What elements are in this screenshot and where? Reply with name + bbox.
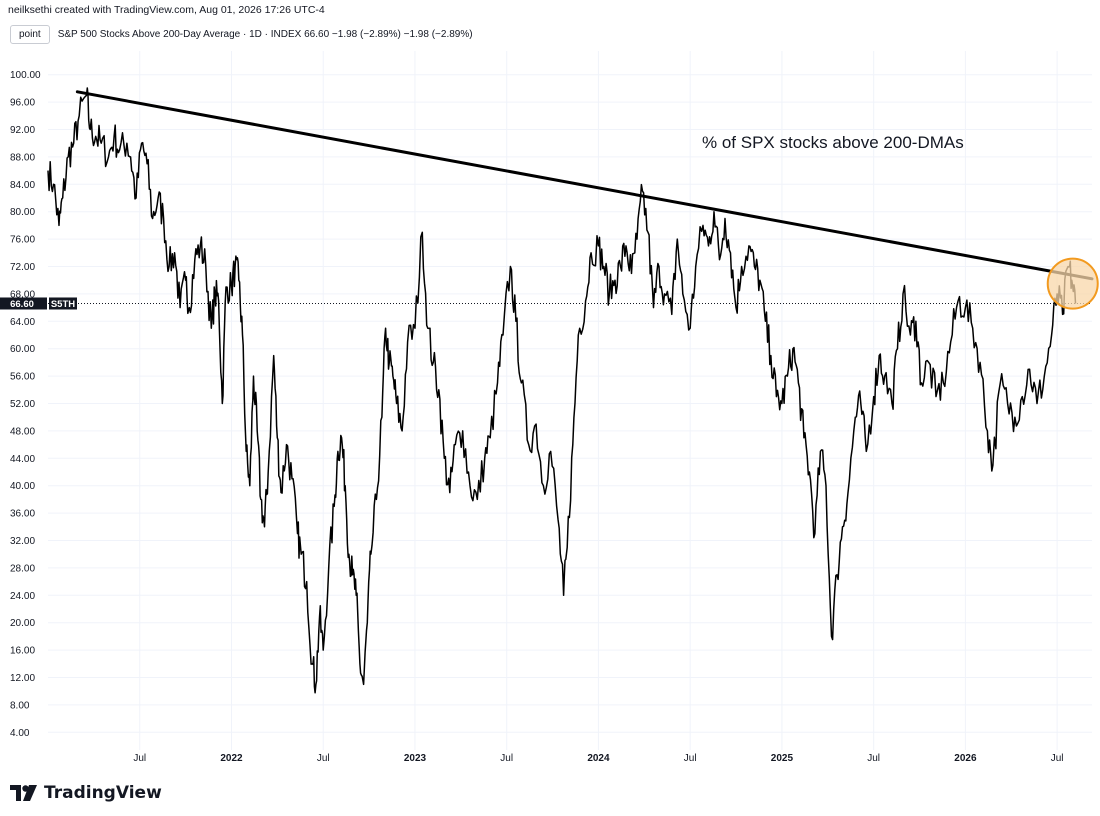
- interval-button[interactable]: point: [10, 24, 50, 44]
- y-tick-label: 16.00: [10, 646, 35, 657]
- symbol-legend-bar: point S&P 500 Stocks Above 200-Day Avera…: [10, 24, 473, 44]
- x-tick-label: Jul: [867, 753, 880, 764]
- y-tick-label: 68.00: [10, 289, 35, 300]
- last-price-symbol: S5TH: [51, 299, 75, 310]
- tradingview-logo[interactable]: TradingView: [10, 781, 162, 805]
- x-tick-label: Jul: [1051, 753, 1064, 764]
- x-tick-label: 2025: [771, 753, 794, 764]
- y-tick-label: 12.00: [10, 673, 35, 684]
- y-tick-label: 80.00: [10, 207, 35, 218]
- y-tick-label: 20.00: [10, 618, 35, 629]
- y-tick-label: 60.00: [10, 344, 35, 355]
- y-tick-label: 24.00: [10, 591, 35, 602]
- y-tick-label: 36.00: [10, 509, 35, 520]
- y-tick-label: 64.00: [10, 317, 35, 328]
- x-tick-label: Jul: [684, 753, 697, 764]
- grid-lines: [48, 51, 1092, 750]
- y-tick-label: 72.00: [10, 262, 35, 273]
- series-line: [47, 87, 1077, 694]
- y-tick-label: 4.00: [10, 728, 30, 739]
- resistance-trendline[interactable]: [75, 90, 1094, 281]
- x-tick-label: 2022: [220, 753, 243, 764]
- y-tick-label: 48.00: [10, 426, 35, 437]
- x-tick-label: 2024: [587, 753, 610, 764]
- x-tick-label: 2026: [954, 753, 977, 764]
- last-price-value: 66.60: [10, 299, 34, 310]
- y-tick-label: 32.00: [10, 536, 35, 547]
- y-tick-label: 88.00: [10, 152, 35, 163]
- y-tick-label: 84.00: [10, 180, 35, 191]
- x-tick-label: 2023: [404, 753, 427, 764]
- y-tick-label: 40.00: [10, 481, 35, 492]
- y-tick-label: 44.00: [10, 454, 35, 465]
- x-tick-label: Jul: [133, 753, 146, 764]
- x-tick-label: Jul: [317, 753, 330, 764]
- y-tick-label: 100.00: [10, 70, 41, 81]
- y-axis-labels: 4.00 8.00 12.00 16.00 20.00 24.00 28.00 32.00 36…: [10, 70, 41, 739]
- series-legend: S&P 500 Stocks Above 200-Day Average · 1…: [57, 28, 473, 40]
- y-tick-label: 28.00: [10, 563, 35, 574]
- x-axis-labels: Jul 2022 Jul 2023 Jul 2024 Jul 2025 Jul 2026 Jul: [133, 753, 1063, 764]
- annotation-text: % of SPX stocks above 200-DMAs: [702, 133, 964, 152]
- y-tick-label: 96.00: [10, 98, 35, 109]
- last-price-label: 66.60 S5TH: [0, 297, 77, 310]
- y-tick-label: 56.00: [10, 372, 35, 383]
- tradingview-logo-icon: [10, 785, 37, 801]
- chart-attribution: neilksethi created with TradingView.com,…: [8, 4, 325, 16]
- tradingview-brand: TradingView: [44, 783, 162, 803]
- line-chart[interactable]: 4.00 8.00 12.00 16.00 20.00 24.00 28.00 32.00 36…: [0, 0, 1100, 770]
- y-tick-label: 76.00: [10, 235, 35, 246]
- x-tick-label: Jul: [500, 753, 513, 764]
- y-tick-label: 52.00: [10, 399, 35, 410]
- y-tick-label: 8.00: [10, 700, 30, 711]
- highlight-circle: [1046, 257, 1099, 310]
- y-tick-label: 92.00: [10, 125, 35, 136]
